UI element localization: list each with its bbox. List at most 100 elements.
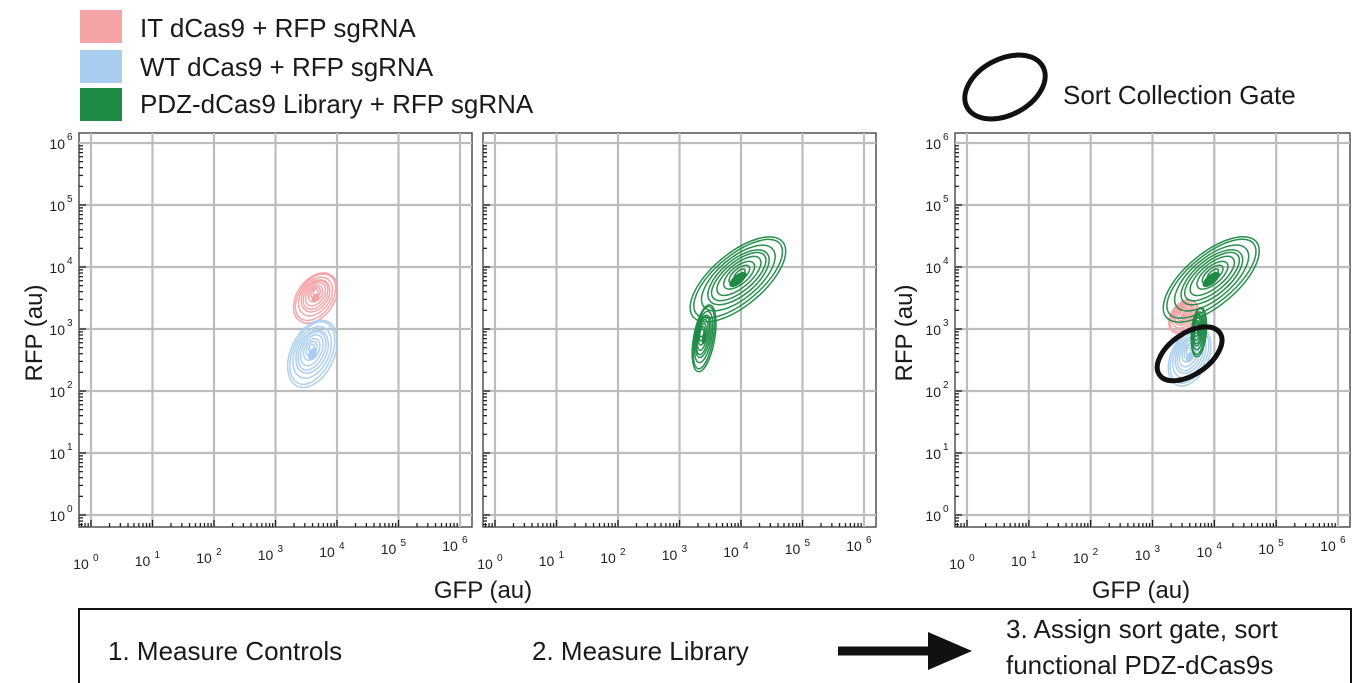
x-tick-exponent: 3 [1155,544,1161,555]
contour-line [722,260,756,290]
x-tick-label: 10 [1011,553,1027,569]
contour-line [689,236,787,323]
y-tick-exponent: 0 [67,504,73,515]
minor-ticks [483,145,862,527]
contour-core [701,332,707,345]
contour-line [292,325,333,379]
y-tick-exponent: 5 [943,194,949,205]
contour-line [695,315,711,356]
contour-line [302,337,321,362]
x-tick-exponent: 4 [1216,541,1222,552]
legend: IT dCas9 + RFP sgRNA WT dCas9 + RFP sgRN… [80,10,534,121]
contour-line [710,251,767,302]
x-tick-exponent: 0 [497,553,503,564]
y-tick-label: 10 [49,260,65,276]
x-tick-exponent: 4 [743,541,749,552]
x-tick-label: 10 [1258,541,1274,557]
contour-line [297,331,327,371]
legend-label-library: PDZ-dCas9 Library + RFP sgRNA [140,89,534,119]
y-tick-exponent: 1 [67,442,73,453]
contour-line [302,280,329,311]
x-tick-exponent: 5 [1278,538,1284,549]
x-tick-exponent: 5 [805,538,811,549]
contour-line [1176,336,1202,372]
x-tick-exponent: 0 [93,553,99,564]
sort-collection-gate [1154,324,1225,384]
series-pdz-dcas9-contours [1162,235,1261,358]
y-tick-exponent: 0 [943,504,949,515]
y-tick-label: 10 [925,446,941,462]
x-tick-exponent: 2 [216,547,222,558]
x-tick-exponent: 6 [1340,535,1346,546]
x-tick-exponent: 1 [155,550,161,561]
contour-line [693,238,784,319]
contour-line [1173,244,1250,312]
x-tick-label: 10 [319,544,335,560]
y-tick-label: 10 [49,446,65,462]
contour-core [307,347,317,360]
contour-line [693,310,714,364]
series-pdz-dcas9-contours [689,236,787,373]
contour-line [691,304,717,373]
series-wt-contours [286,319,338,389]
x-tick-exponent: 2 [1093,547,1099,558]
y-tick-exponent: 4 [67,256,73,267]
series-it-contours [292,272,339,324]
x-tick-label: 10 [196,550,212,566]
y-tick-exponent: 4 [943,256,949,267]
workflow-steps: 1. Measure Controls 2. Measure Library 3… [78,608,1352,683]
x-tick-label: 10 [662,547,678,563]
legend-item-it: IT dCas9 + RFP sgRNA [80,10,416,43]
y-axis-title-left: RFP (au) [21,285,48,382]
y-tick-label: 10 [49,136,65,152]
y-tick-label: 10 [925,508,941,524]
contour-core [729,271,747,288]
panel-measure-library: 10 0 10 1 10 2 10 3 10 4 10 5 10 6 [477,132,877,572]
y-tick-label: 10 [925,384,941,400]
y-tick-label: 10 [49,384,65,400]
x-tick-label: 10 [1073,550,1089,566]
contour-core [311,293,320,303]
minor-ticks [79,145,458,527]
y-tick-exponent: 6 [67,132,73,143]
step-2-label: 2. Measure Library [532,636,749,666]
y-tick-exponent: 1 [943,442,949,453]
workflow-box [78,608,1352,683]
contour-line [300,279,331,313]
gate-legend-ellipse [962,52,1048,122]
contour-line [1174,335,1204,375]
x-tick-label: 10 [785,541,801,557]
legend-item-library: PDZ-dCas9 Library + RFP sgRNA [80,88,534,121]
contour-line [692,305,716,370]
x-tick-exponent: 0 [969,553,975,564]
contour-line [700,244,776,312]
legend-item-wt: WT dCas9 + RFP sgRNA [80,50,434,83]
contour-line [286,319,338,389]
x-tick-label: 10 [600,550,616,566]
y-tick-label: 10 [925,260,941,276]
contour-line [1180,249,1244,306]
x-tick-label: 10 [539,553,555,569]
gate-legend-label: Sort Collection Gate [1063,80,1296,110]
x-tick-label: 10 [1135,547,1151,563]
gate-legend: Sort Collection Gate [962,52,1296,122]
y-tick-label: 10 [49,198,65,214]
x-tick-exponent: 1 [559,550,565,561]
y-axis-title-right: RFP (au) [891,285,918,382]
contour-core [1185,351,1194,363]
x-tick-label: 10 [477,556,493,572]
contour-line [307,284,324,303]
contour-line [292,272,339,324]
contour-line [289,321,336,386]
y-tick-exponent: 5 [67,194,73,205]
contour-line [1176,304,1191,322]
minor-ticks [955,145,1336,527]
x-tick-label: 10 [1320,538,1336,554]
contour-line [1184,251,1241,302]
contour-line [707,249,770,306]
legend-swatch-library [80,88,122,121]
contour-line [312,288,319,296]
y-tick-label: 10 [925,322,941,338]
contour-line [1162,235,1261,323]
